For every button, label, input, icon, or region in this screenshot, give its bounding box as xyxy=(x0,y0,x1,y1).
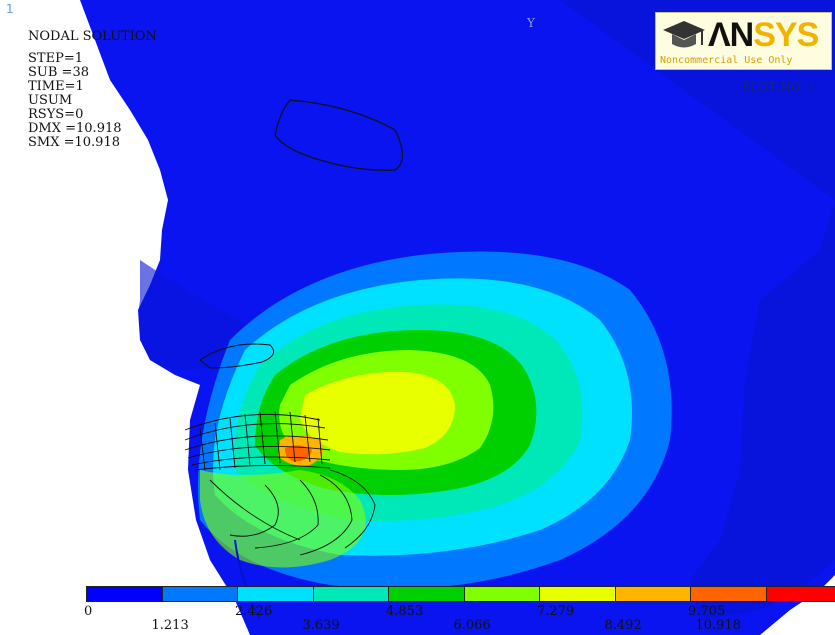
contour-band-6 xyxy=(300,371,455,455)
logo-wordmark: ΛNSYS xyxy=(708,16,819,54)
legend-swatch xyxy=(86,586,163,602)
legend-label-top: 7.279 xyxy=(537,604,575,619)
nose-shade xyxy=(138,260,248,370)
info-title: NODAL SOLUTION xyxy=(28,29,157,44)
legend-label-bottom: 1.213 xyxy=(151,618,189,633)
legend-label-bottom: 3.639 xyxy=(302,618,340,633)
info-rsys: RSYS=0 xyxy=(28,107,84,122)
jaw-line xyxy=(234,539,261,621)
legend-label-top: 9.705 xyxy=(688,604,726,619)
legend-label-top: 4.853 xyxy=(386,604,424,619)
info-sub: SUB =38 xyxy=(28,65,89,80)
logo-subtitle: Noncommercial Use Only xyxy=(660,55,793,66)
legend-label-top: 0 xyxy=(84,604,93,619)
legend-swatch xyxy=(161,586,238,602)
legend-label-bottom: 10.918 xyxy=(695,618,742,633)
info-smx: SMX =10.918 xyxy=(28,135,120,150)
legend-swatch xyxy=(312,586,389,602)
info-time: TIME=1 xyxy=(28,79,84,94)
chin-region xyxy=(200,470,366,568)
plot-number-label: PLOT NO. 1 xyxy=(742,80,815,94)
graduation-cap-icon xyxy=(663,21,705,48)
legend-swatch xyxy=(690,586,767,602)
legend-label-top: 2.426 xyxy=(235,604,273,619)
nostril-outline xyxy=(199,343,275,369)
legend-swatch xyxy=(388,586,465,602)
legend-swatch xyxy=(614,586,691,602)
cheek-shade xyxy=(560,0,835,620)
window-number: 1 xyxy=(6,2,14,16)
legend-swatch xyxy=(539,586,616,602)
info-dmx: DMX =10.918 xyxy=(28,121,122,136)
lip-mesh xyxy=(184,410,376,556)
solution-info: NODAL SOLUTION STEP=1 SUB =38 TIME=1 USU… xyxy=(28,30,157,150)
info-step: STEP=1 xyxy=(28,51,83,66)
ansys-logo: ΛNSYS Noncommercial Use Only xyxy=(655,12,832,70)
legend-label-bottom: 8.492 xyxy=(604,618,642,633)
legend-label-bottom: 6.066 xyxy=(453,618,491,633)
info-quantity: USUM xyxy=(28,93,73,108)
eye-outline xyxy=(274,99,404,171)
legend-swatch xyxy=(765,586,835,602)
axis-triad-label: Y xyxy=(527,16,535,30)
legend-swatch xyxy=(463,586,540,602)
legend-swatch xyxy=(237,586,314,602)
